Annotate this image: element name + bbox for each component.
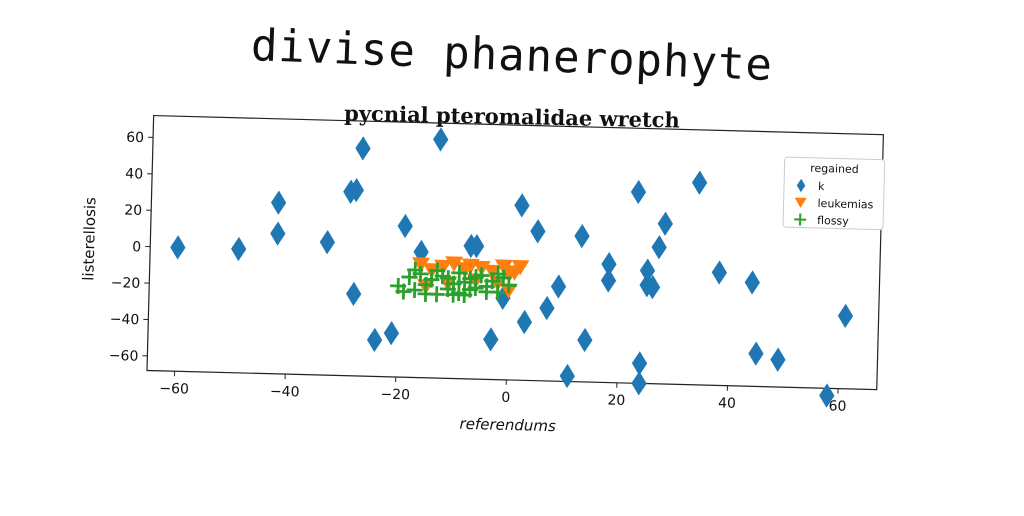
y-tick-label: 40 [125, 166, 143, 182]
x-tick-label: −60 [159, 381, 189, 398]
legend-label-k: k [818, 180, 825, 193]
point-k [711, 260, 727, 285]
legend-title: regained [810, 162, 859, 176]
y-tick-label: 60 [126, 130, 144, 146]
point-k [748, 341, 764, 366]
legend-label-flossy: flossy [817, 214, 849, 228]
y-axis-label: listerellosis [79, 197, 99, 281]
point-flossy [417, 286, 433, 302]
point-k [271, 190, 287, 215]
point-k [319, 230, 335, 255]
point-k [355, 136, 371, 161]
y-tick-label: −60 [109, 348, 139, 365]
point-k [770, 347, 786, 372]
point-k [651, 235, 667, 260]
point-k [574, 224, 590, 249]
point-k [483, 327, 499, 352]
x-tick-label: −20 [380, 387, 410, 404]
point-k [601, 268, 617, 293]
plot-frame [147, 116, 883, 390]
point-k [551, 274, 567, 299]
x-tick-label: 20 [607, 393, 625, 409]
point-k [170, 235, 186, 260]
x-tick-label: 0 [501, 390, 510, 406]
point-k [692, 170, 708, 195]
point-k [367, 328, 383, 353]
y-tick-label: 0 [132, 239, 141, 255]
point-k [657, 211, 673, 236]
point-k [514, 193, 530, 218]
point-k [577, 328, 593, 353]
point-k [838, 304, 854, 329]
point-k [397, 214, 413, 239]
point-k [530, 219, 546, 244]
point-k [744, 270, 760, 295]
x-tick-label: 40 [718, 395, 736, 411]
legend: regained k leukemias flossy [783, 157, 885, 230]
point-k [383, 321, 399, 346]
y-tick-label: −40 [110, 311, 140, 328]
point-k [631, 180, 647, 205]
point-k [539, 296, 555, 321]
point-k [631, 371, 647, 396]
x-tick-label: −40 [270, 384, 300, 401]
point-k [270, 221, 286, 246]
point-k [559, 364, 575, 389]
y-tick-label: −20 [111, 275, 141, 292]
legend-label-leukemias: leukemias [817, 197, 873, 211]
x-tick-label: 60 [828, 398, 846, 414]
point-k [231, 237, 247, 262]
point-k [516, 310, 532, 335]
point-k [346, 282, 362, 307]
y-tick-label: 20 [124, 203, 142, 219]
x-axis-label: referendums [459, 415, 556, 436]
point-k [433, 127, 449, 152]
